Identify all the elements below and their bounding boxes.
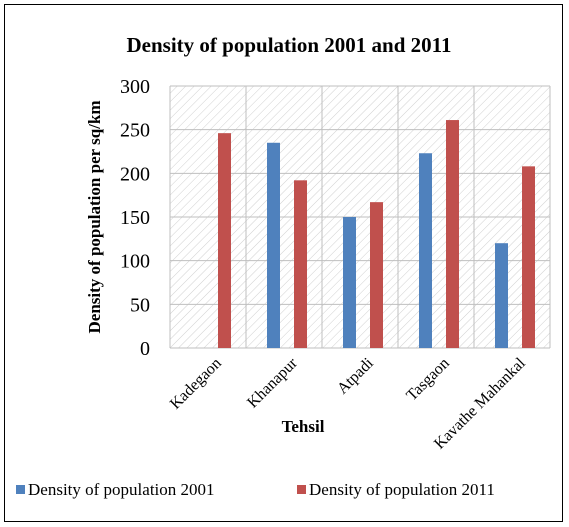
bars [218, 120, 535, 348]
y-tick-label: 100 [120, 251, 150, 273]
chart-title: Density of population 2001 and 2011 [127, 33, 452, 57]
x-tick-label: Khanapur [244, 354, 301, 411]
gridlines [169, 85, 551, 349]
y-tick-label: 0 [140, 338, 150, 360]
x-tick-label: Atpadi [334, 354, 377, 397]
bar-2011 [446, 120, 459, 348]
bar-2001 [419, 153, 432, 348]
bar-2001 [343, 217, 356, 348]
bar-2011 [294, 180, 307, 348]
bar-2011 [522, 166, 535, 348]
bar-2011 [218, 133, 231, 348]
legend-label: Density of population 2011 [309, 480, 495, 499]
y-tick-label: 200 [120, 163, 150, 185]
x-tick-label: Tasgaon [403, 355, 453, 405]
bar-2001 [267, 142, 280, 348]
legend-swatch [297, 485, 306, 494]
legend: Density of population 2001 Density of pop… [16, 480, 495, 499]
bar-2001 [495, 243, 508, 348]
x-axis-label: Tehsil [282, 417, 325, 436]
y-tick-label: 150 [120, 207, 150, 229]
legend-swatch [16, 485, 25, 494]
x-tick-label: Kadegaon [167, 355, 225, 413]
y-tick-label: 250 [120, 120, 150, 142]
legend-label: Density of population 2001 [28, 480, 215, 499]
y-tick-label: 50 [130, 294, 150, 316]
bar-2011 [370, 202, 383, 348]
y-tick-label: 300 [120, 76, 150, 98]
y-axis-ticks: 0 50 100 150 200 250 300 [120, 76, 150, 360]
y-axis-label: Density of population per sq/km [85, 100, 104, 333]
